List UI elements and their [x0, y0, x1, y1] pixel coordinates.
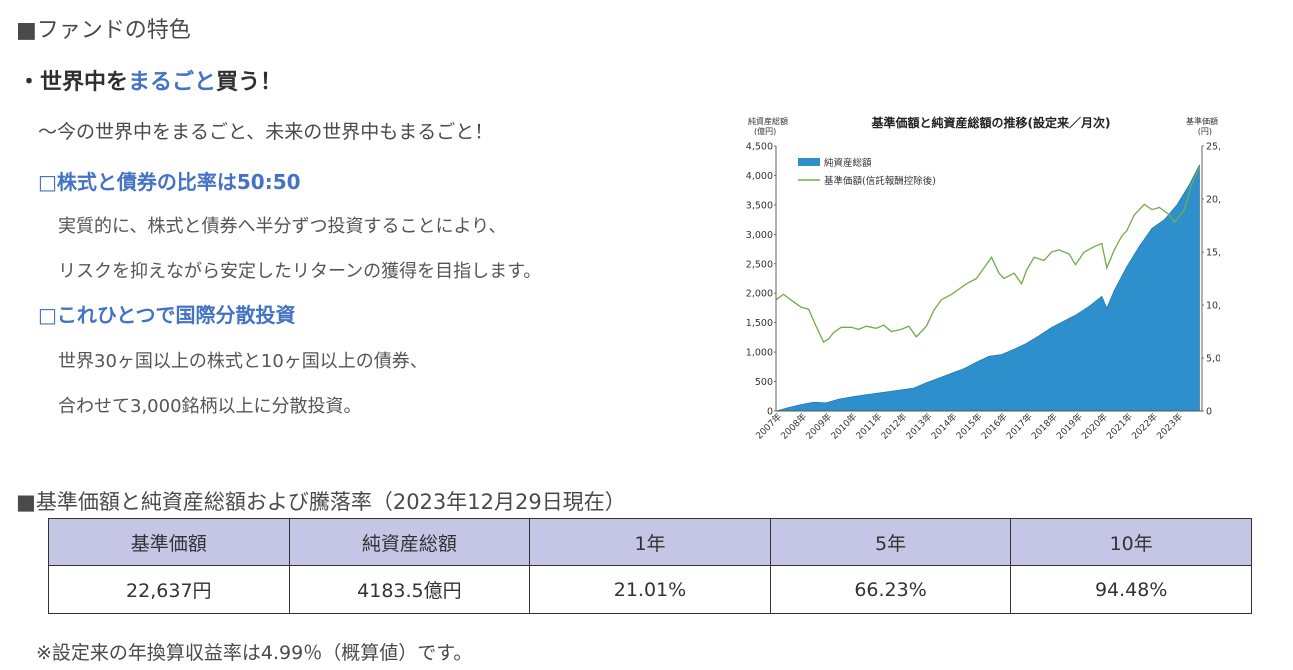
- right-tick-label: 20,000: [1206, 195, 1220, 206]
- left-tick-label: 1,000: [746, 348, 773, 359]
- headline-suffix: 買う！: [216, 70, 283, 95]
- x-tick-label: 2021年: [1104, 411, 1135, 442]
- x-tick-label: 2010年: [828, 411, 859, 442]
- point2-line1: 世界30ヶ国以上の株式と10ヶ国以上の債券、: [58, 351, 428, 372]
- point2-heading: □これひとつで国際分散投資: [38, 303, 296, 327]
- x-tick-label: 2008年: [778, 411, 809, 442]
- left-tick-label: 3,000: [746, 230, 773, 241]
- x-tick-label: 2020年: [1079, 411, 1110, 442]
- x-tick-label: 2009年: [803, 411, 834, 442]
- table-header-row: 基準価額 純資産総額 1年 5年 10年: [48, 518, 1252, 566]
- value-5y: 66.23%: [769, 565, 1012, 614]
- x-tick-label: 2023年: [1154, 411, 1185, 442]
- header-nav: 基準価額: [48, 518, 290, 566]
- nav-chart: 基準価額と純資産総額の推移(設定来／月次)純資産総額(億円)基準価額(円)4,5…: [746, 115, 1220, 442]
- right-tick-label: 5,000: [1206, 354, 1220, 365]
- right-tick-label: 0: [1206, 407, 1212, 418]
- header-1y: 1年: [529, 518, 771, 566]
- section-title-features: ■ファンドの特色: [16, 18, 191, 43]
- header-5y: 5年: [769, 518, 1012, 566]
- headline-prefix: ・世界中を: [18, 70, 129, 95]
- left-axis-label-line2: (億円): [754, 126, 776, 136]
- x-tick-label: 2011年: [853, 411, 884, 442]
- x-tick-label: 2015年: [954, 411, 985, 442]
- legend-swatch-net-assets: [798, 158, 820, 166]
- x-tick-label: 2018年: [1029, 411, 1060, 442]
- point2-line2: 合わせて3,000銘柄以上に分散投資。: [58, 396, 362, 417]
- subtitle: 〜今の世界中をまるごと、未来の世界中もまるごと！: [38, 121, 494, 143]
- right-tick-label: 25,000: [1206, 142, 1220, 153]
- right-axis-label-line1: 基準価額: [1186, 116, 1218, 126]
- left-tick-label: 1,500: [746, 318, 773, 329]
- header-10y: 10年: [1010, 518, 1252, 566]
- x-tick-label: 2013年: [903, 411, 934, 442]
- right-tick-label: 10,000: [1206, 301, 1220, 312]
- table-row: 22,637円 4183.5億円 21.01% 66.23% 94.48%: [48, 565, 1252, 614]
- value-1y: 21.01%: [529, 565, 771, 614]
- left-tick-label: 0: [767, 407, 773, 418]
- legend-label-nav: 基準価額(信託報酬控除後): [824, 175, 936, 187]
- point1-line1: 実質的に、株式と債券へ半分ずつ投資することにより、: [58, 216, 507, 237]
- left-tick-label: 500: [755, 377, 773, 388]
- value-nav: 22,637円: [48, 565, 290, 614]
- point1-line2: リスクを抑えながら安定したリターンの獲得を目指します。: [58, 261, 542, 282]
- x-tick-label: 2019年: [1054, 411, 1085, 442]
- chart-title: 基準価額と純資産総額の推移(設定来／月次): [871, 115, 1111, 130]
- value-net-assets: 4183.5億円: [288, 565, 531, 614]
- right-axis-label-line2: (円): [1198, 127, 1212, 136]
- net-assets-area: [775, 164, 1200, 412]
- value-10y: 94.48%: [1010, 565, 1252, 614]
- legend-label-net-assets: 純資産総額: [824, 157, 872, 169]
- section-title-performance: ■基準価額と純資産総額および騰落率（2023年12月29日現在）: [16, 490, 626, 514]
- left-tick-label: 4,000: [746, 171, 773, 182]
- x-tick-label: 2016年: [979, 411, 1010, 442]
- nav-line: [775, 166, 1201, 344]
- left-tick-label: 4,500: [746, 142, 773, 153]
- x-tick-label: 2017年: [1004, 411, 1035, 442]
- point1-heading: □株式と債券の比率は50:50: [38, 170, 301, 194]
- x-tick-label: 2022年: [1129, 411, 1160, 442]
- left-axis-label-line1: 純資産総額: [748, 116, 788, 126]
- left-tick-label: 2,500: [746, 259, 773, 270]
- left-tick-label: 3,500: [746, 200, 773, 211]
- performance-table: 基準価額 純資産総額 1年 5年 10年 22,637円 4183.5億円 21…: [48, 518, 1252, 614]
- footnote: ※設定来の年換算収益率は4.99％（概算値）です。: [36, 642, 473, 664]
- header-net-assets: 純資産総額: [288, 518, 531, 566]
- right-tick-label: 15,000: [1206, 248, 1220, 259]
- x-tick-label: 2012年: [878, 411, 909, 442]
- left-tick-label: 2,000: [746, 289, 773, 300]
- headline: ・世界中をまるごと買う！: [18, 64, 282, 96]
- x-tick-label: 2014年: [928, 411, 959, 442]
- headline-highlight: まるごと: [128, 70, 217, 95]
